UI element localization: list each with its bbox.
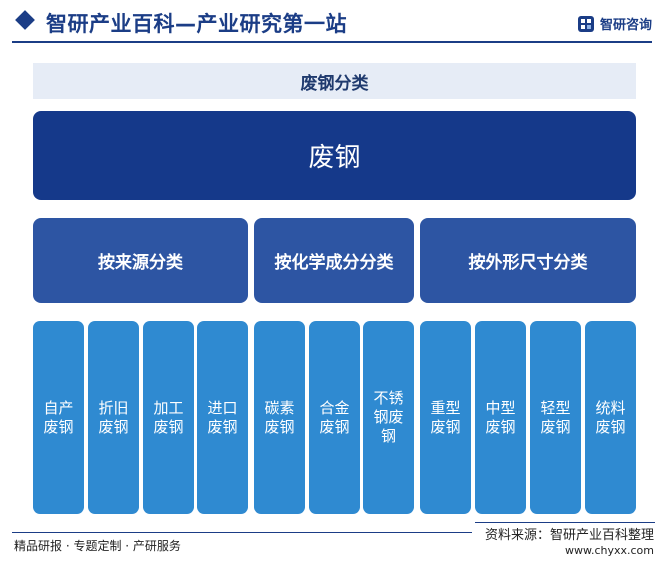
footer-divider-right [475, 522, 655, 523]
leaf-label: 合金废钢 [319, 398, 350, 436]
brand-logo-group[interactable]: 智研咨询 [577, 14, 652, 33]
footer-tagline: 精品研报 · 专题定制 · 产研服务 [14, 539, 181, 553]
leaf-label: 重型废钢 [430, 398, 461, 436]
leaf-node: 统料废钢 [585, 321, 636, 514]
leaf-node: 加工废钢 [143, 321, 194, 514]
leaf-node: 进口废钢 [197, 321, 248, 514]
leaf-label: 中型废钢 [485, 398, 516, 436]
leaf-node: 折旧废钢 [88, 321, 139, 514]
leaf-node: 自产废钢 [33, 321, 84, 514]
header-divider [12, 41, 652, 43]
category-node-size: 按外形尺寸分类 [420, 218, 636, 303]
leaf-node: 重型废钢 [420, 321, 471, 514]
leaf-label: 进口废钢 [207, 398, 238, 436]
source-url[interactable]: www.chyxx.com [564, 544, 654, 557]
category-label: 按外形尺寸分类 [468, 253, 588, 273]
leaf-label: 自产废钢 [43, 398, 74, 436]
diagram-title-band: 废钢分类 [33, 63, 636, 99]
leaf-label: 加工废钢 [153, 398, 184, 436]
category-label: 按来源分类 [98, 253, 183, 273]
leaf-label: 碳素废钢 [264, 398, 295, 436]
leaf-node: 轻型废钢 [530, 321, 581, 514]
brand-name: 智研咨询 [599, 18, 652, 33]
leaf-node: 中型废钢 [475, 321, 526, 514]
root-node: 废钢 [33, 111, 636, 200]
footer-divider-left [12, 532, 472, 533]
page-header: 智研产业百科—产业研究第一站 智研咨询 [0, 0, 664, 43]
leaf-label: 不锈钢废钢 [373, 389, 404, 445]
category-node-chemical: 按化学成分分类 [254, 218, 414, 303]
site-title: 智研产业百科—产业研究第一站 [46, 12, 347, 36]
source-note: 资料来源：智研产业百科整理 [484, 528, 654, 543]
diamond-icon [15, 10, 35, 30]
chyxx-logo-icon [577, 15, 594, 32]
category-node-source: 按来源分类 [33, 218, 248, 303]
leaf-label: 统料废钢 [595, 398, 626, 436]
leaf-node: 合金废钢 [309, 321, 360, 514]
category-label: 按化学成分分类 [274, 253, 394, 273]
leaf-node: 不锈钢废钢 [363, 321, 414, 514]
leaf-label: 轻型废钢 [540, 398, 571, 436]
leaf-node: 碳素废钢 [254, 321, 305, 514]
root-node-label: 废钢 [308, 143, 361, 173]
diagram-title: 废钢分类 [300, 73, 369, 94]
leaf-label: 折旧废钢 [98, 398, 129, 436]
